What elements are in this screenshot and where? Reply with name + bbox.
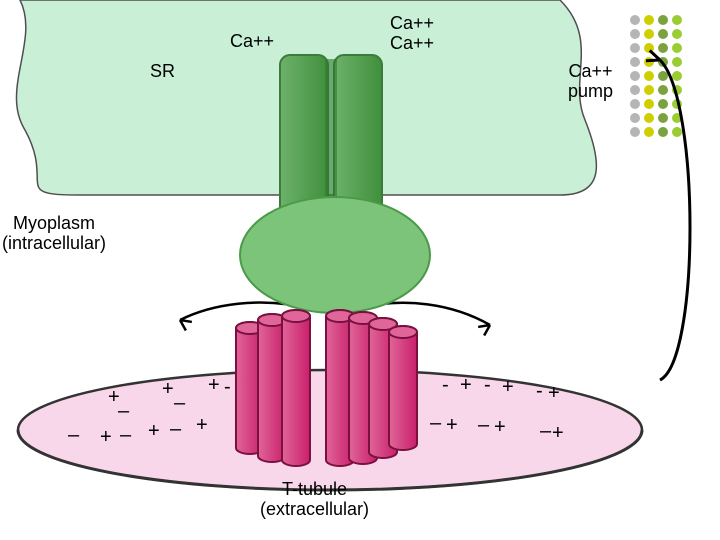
- receptor-foot: [240, 197, 430, 313]
- charge-symbol: +: [162, 378, 174, 401]
- charge-symbol: +: [100, 426, 112, 449]
- charge-symbol: -: [536, 380, 543, 403]
- charge-symbol: +: [148, 420, 160, 443]
- charge-symbol: +: [552, 422, 564, 445]
- charge-symbol: –: [170, 418, 181, 441]
- label-ca-right: Ca++ Ca++: [390, 14, 434, 54]
- charge-symbol: –: [540, 420, 551, 443]
- dhp-helix: [389, 326, 417, 450]
- label-ca-left: Ca++: [230, 32, 274, 52]
- label-myoplasm: Myoplasm (intracellular): [2, 214, 106, 254]
- charge-symbol: –: [478, 414, 489, 437]
- charge-symbol: –: [118, 400, 129, 423]
- label-ca-pump: Ca++ pump: [568, 62, 613, 102]
- label-sr: SR: [150, 62, 175, 82]
- charge-symbol: –: [120, 424, 131, 447]
- dhp-helix: [282, 310, 310, 466]
- label-ttubule: T-tubule (extracellular): [260, 480, 369, 520]
- charge-symbol: –: [174, 392, 185, 415]
- charge-symbol: -: [442, 374, 449, 397]
- charge-symbol: +: [196, 414, 208, 437]
- charge-symbol: -: [224, 376, 231, 399]
- charge-symbol: +: [460, 374, 472, 397]
- charge-symbol: +: [208, 374, 220, 397]
- charge-symbol: –: [430, 412, 441, 435]
- charge-symbol: –: [68, 424, 79, 447]
- charge-symbol: +: [502, 376, 514, 399]
- charge-symbol: +: [446, 414, 458, 437]
- diagram-root: { "labels": { "sr": "SR", "ca1": "Ca++",…: [0, 0, 720, 540]
- charge-symbol: +: [494, 416, 506, 439]
- charge-symbol: +: [548, 382, 560, 405]
- charge-symbol: -: [484, 374, 491, 397]
